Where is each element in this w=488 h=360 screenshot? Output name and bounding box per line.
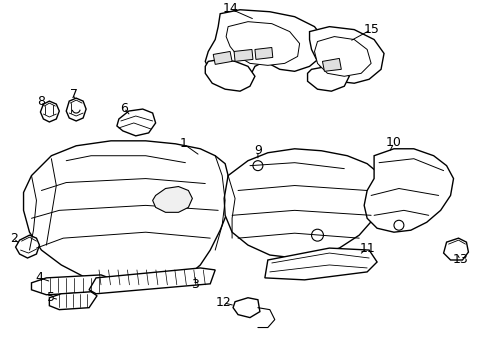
Polygon shape	[264, 248, 376, 280]
Text: 9: 9	[253, 144, 261, 157]
Polygon shape	[49, 292, 97, 310]
Polygon shape	[205, 10, 324, 81]
Polygon shape	[364, 149, 452, 232]
Polygon shape	[205, 59, 254, 91]
Text: 7: 7	[70, 87, 78, 101]
Text: 3: 3	[191, 278, 199, 291]
Polygon shape	[225, 22, 299, 66]
Polygon shape	[314, 37, 370, 76]
Text: 6: 6	[120, 102, 127, 114]
Text: 10: 10	[385, 136, 401, 149]
Text: 5: 5	[47, 291, 55, 304]
Polygon shape	[41, 101, 59, 122]
Text: 8: 8	[38, 95, 45, 108]
Text: 11: 11	[359, 242, 374, 255]
Polygon shape	[117, 109, 155, 136]
Text: 12: 12	[215, 296, 230, 309]
Polygon shape	[66, 98, 86, 121]
Polygon shape	[322, 58, 341, 71]
Polygon shape	[89, 268, 215, 294]
Text: 13: 13	[452, 253, 468, 266]
Polygon shape	[234, 49, 252, 62]
Polygon shape	[307, 66, 348, 91]
Text: 4: 4	[36, 271, 43, 284]
Text: 15: 15	[363, 23, 378, 36]
Polygon shape	[152, 186, 192, 212]
Text: 14: 14	[222, 2, 238, 15]
Polygon shape	[309, 27, 383, 83]
Polygon shape	[16, 235, 40, 258]
Polygon shape	[233, 298, 259, 318]
Polygon shape	[224, 149, 383, 258]
Polygon shape	[443, 238, 468, 260]
Polygon shape	[31, 275, 109, 295]
Text: 2: 2	[10, 231, 18, 245]
Polygon shape	[254, 48, 272, 59]
Polygon shape	[213, 51, 232, 64]
Polygon shape	[23, 141, 230, 288]
Text: 1: 1	[179, 137, 187, 150]
